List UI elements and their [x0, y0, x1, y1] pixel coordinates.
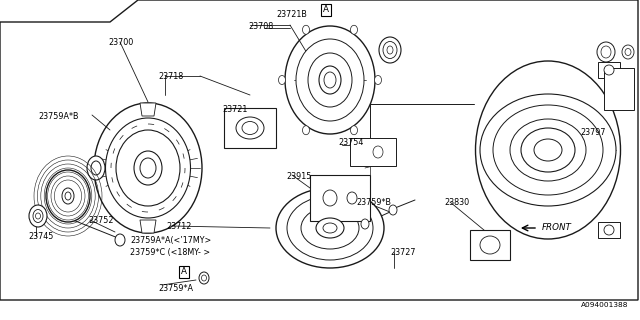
- Polygon shape: [604, 68, 634, 110]
- Text: 23797: 23797: [580, 128, 605, 137]
- Text: 23759*B: 23759*B: [356, 198, 391, 207]
- Ellipse shape: [199, 272, 209, 284]
- Ellipse shape: [276, 188, 384, 268]
- Ellipse shape: [319, 66, 341, 94]
- Text: 23759*C (<18MY- >: 23759*C (<18MY- >: [130, 248, 210, 257]
- Polygon shape: [598, 62, 620, 78]
- Polygon shape: [0, 0, 638, 300]
- Polygon shape: [598, 222, 620, 238]
- Ellipse shape: [285, 26, 375, 134]
- Text: 23915: 23915: [286, 172, 312, 181]
- Text: A: A: [181, 268, 187, 276]
- Ellipse shape: [308, 53, 352, 107]
- Text: 23759A*B: 23759A*B: [38, 112, 79, 121]
- Ellipse shape: [323, 223, 337, 233]
- Ellipse shape: [296, 39, 364, 121]
- Ellipse shape: [510, 119, 586, 181]
- Polygon shape: [224, 108, 276, 148]
- Text: 23712: 23712: [166, 222, 191, 231]
- Text: A: A: [323, 5, 329, 14]
- Ellipse shape: [324, 72, 336, 88]
- Ellipse shape: [87, 156, 105, 180]
- Ellipse shape: [94, 103, 202, 233]
- Ellipse shape: [389, 205, 397, 215]
- Ellipse shape: [534, 139, 562, 161]
- Text: 23745: 23745: [28, 232, 53, 241]
- Ellipse shape: [374, 76, 381, 84]
- Text: 23721B: 23721B: [276, 10, 307, 19]
- Ellipse shape: [287, 196, 373, 260]
- Polygon shape: [350, 138, 396, 166]
- Text: 23759*A: 23759*A: [158, 284, 193, 293]
- Text: 23752: 23752: [88, 216, 113, 225]
- Ellipse shape: [622, 45, 634, 59]
- Ellipse shape: [106, 118, 191, 218]
- Ellipse shape: [347, 192, 357, 204]
- Polygon shape: [470, 230, 510, 260]
- Text: 23718: 23718: [158, 72, 183, 81]
- Ellipse shape: [35, 213, 40, 219]
- Ellipse shape: [379, 37, 401, 63]
- Ellipse shape: [351, 25, 358, 34]
- Polygon shape: [140, 103, 156, 116]
- Text: 23754: 23754: [338, 138, 364, 147]
- Ellipse shape: [303, 25, 310, 34]
- Ellipse shape: [601, 46, 611, 58]
- Ellipse shape: [91, 161, 101, 175]
- Ellipse shape: [480, 236, 500, 254]
- Text: 23727: 23727: [390, 248, 415, 257]
- Text: 23830: 23830: [444, 198, 469, 207]
- Ellipse shape: [303, 126, 310, 135]
- Ellipse shape: [521, 128, 575, 172]
- Ellipse shape: [116, 130, 180, 206]
- Ellipse shape: [33, 210, 43, 222]
- Ellipse shape: [361, 219, 369, 229]
- Ellipse shape: [480, 94, 616, 206]
- Ellipse shape: [236, 117, 264, 139]
- Ellipse shape: [316, 218, 344, 238]
- Text: 23759A*A(<’17MY>: 23759A*A(<’17MY>: [130, 236, 211, 245]
- Ellipse shape: [301, 207, 359, 249]
- Text: 23721: 23721: [222, 105, 248, 114]
- Ellipse shape: [604, 65, 614, 75]
- Ellipse shape: [625, 49, 631, 55]
- Ellipse shape: [62, 188, 74, 204]
- Ellipse shape: [242, 122, 258, 134]
- Ellipse shape: [46, 170, 90, 222]
- Text: FRONT: FRONT: [542, 223, 572, 233]
- Text: A094001388: A094001388: [580, 302, 628, 308]
- Text: 23700: 23700: [108, 38, 133, 47]
- Text: 23708: 23708: [248, 22, 273, 31]
- Ellipse shape: [140, 158, 156, 178]
- Ellipse shape: [597, 42, 615, 62]
- Ellipse shape: [134, 151, 162, 185]
- Ellipse shape: [493, 105, 603, 195]
- Ellipse shape: [383, 42, 397, 59]
- Ellipse shape: [278, 76, 285, 84]
- Polygon shape: [310, 175, 370, 221]
- Ellipse shape: [65, 192, 71, 200]
- Ellipse shape: [323, 190, 337, 206]
- Ellipse shape: [202, 275, 207, 281]
- Ellipse shape: [29, 205, 47, 227]
- Polygon shape: [140, 220, 156, 233]
- Ellipse shape: [351, 126, 358, 135]
- Ellipse shape: [476, 61, 621, 239]
- Ellipse shape: [387, 46, 393, 54]
- Ellipse shape: [604, 225, 614, 235]
- Ellipse shape: [373, 146, 383, 158]
- Ellipse shape: [115, 234, 125, 246]
